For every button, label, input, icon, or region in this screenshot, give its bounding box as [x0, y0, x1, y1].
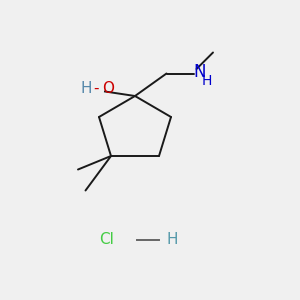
Text: H: H: [167, 232, 178, 247]
Text: Cl: Cl: [99, 232, 114, 247]
Text: O: O: [102, 81, 114, 96]
Text: N: N: [194, 63, 206, 81]
Text: -: -: [94, 81, 99, 96]
Text: H: H: [202, 74, 212, 88]
Text: H: H: [80, 81, 92, 96]
